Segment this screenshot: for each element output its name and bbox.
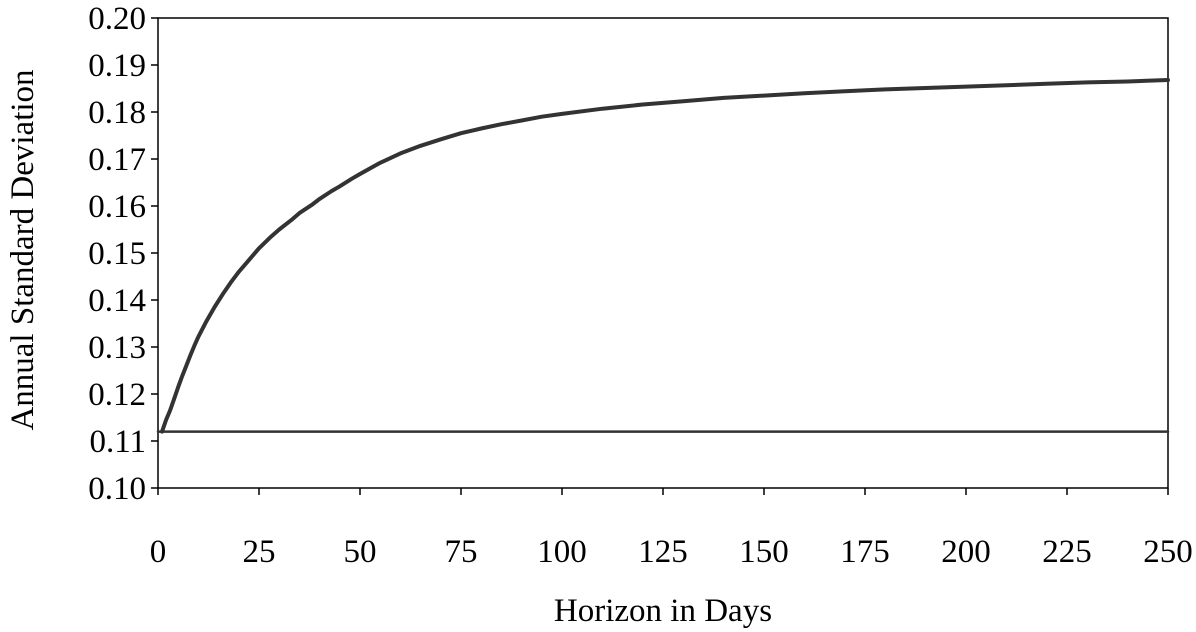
y-tick-label: 0.17 — [88, 142, 146, 178]
x-tick-label: 50 — [344, 534, 377, 570]
y-tick-label: 0.19 — [88, 48, 146, 84]
plot-area — [157, 17, 1169, 489]
x-tick-label: 100 — [537, 534, 587, 570]
y-tick-label: 0.12 — [88, 377, 146, 413]
x-tick-label: 225 — [1042, 534, 1092, 570]
y-tick-label: 0.14 — [88, 283, 146, 319]
x-tick-label: 0 — [150, 534, 167, 570]
x-tick-label: 200 — [941, 534, 991, 570]
x-tick-label: 175 — [840, 534, 890, 570]
x-tick-label: 125 — [638, 534, 688, 570]
x-tick-label: 150 — [739, 534, 789, 570]
x-axis: 0 25 50 75 100 125 150 175 200 225 250 — [150, 488, 1193, 570]
y-tick-label: 0.16 — [88, 189, 146, 225]
x-tick-label: 25 — [243, 534, 276, 570]
x-tick-label: 250 — [1143, 534, 1193, 570]
y-tick-label: 0.10 — [88, 471, 146, 507]
y-tick-label: 0.20 — [88, 1, 146, 37]
x-axis-title: Horizon in Days — [554, 593, 772, 629]
series-layer — [156, 78, 1170, 434]
plot-frame — [157, 17, 1169, 489]
y-tick-label: 0.13 — [88, 330, 146, 366]
y-tick-label: 0.15 — [88, 236, 146, 272]
x-tick-label: 75 — [445, 534, 478, 570]
y-axis-title: Annual Standard Deviation — [5, 69, 41, 430]
y-tick-label: 0.11 — [89, 424, 146, 460]
series-line-curve — [160, 78, 1170, 434]
y-tick-label: 0.18 — [88, 95, 146, 131]
y-axis: 0.10 0.11 0.12 0.13 0.14 0.15 0.16 0.17 0.18 0.19… — [88, 1, 158, 507]
